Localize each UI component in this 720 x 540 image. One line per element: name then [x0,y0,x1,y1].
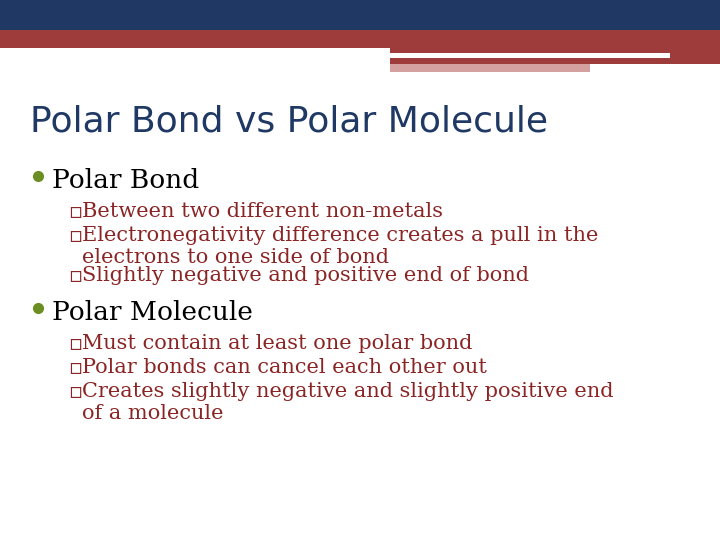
Bar [0,0,720,30]
Text: Polar Bond vs Polar Molecule: Polar Bond vs Polar Molecule [30,105,548,139]
Bar [390,64,590,72]
Text: Polar bonds can cancel each other out: Polar bonds can cancel each other out [82,358,487,377]
Text: ▫: ▫ [68,334,82,354]
Text: ▫: ▫ [68,202,82,222]
Text: ▫: ▫ [68,358,82,378]
Text: Between two different non-metals: Between two different non-metals [82,202,443,221]
Text: Slightly negative and positive end of bond: Slightly negative and positive end of bo… [82,266,529,285]
Bar [390,53,670,58]
Text: ▫: ▫ [68,226,82,246]
Text: Polar Bond: Polar Bond [52,168,199,193]
Text: Polar Molecule: Polar Molecule [52,300,253,325]
Text: ▫: ▫ [68,382,82,402]
Bar [0,30,720,48]
Text: Electronegativity difference creates a pull in the
electrons to one side of bond: Electronegativity difference creates a p… [82,226,598,267]
Text: Creates slightly negative and slightly positive end
of a molecule: Creates slightly negative and slightly p… [82,382,613,423]
Text: ▫: ▫ [68,266,82,286]
Text: Must contain at least one polar bond: Must contain at least one polar bond [82,334,472,353]
Bar [390,48,720,64]
